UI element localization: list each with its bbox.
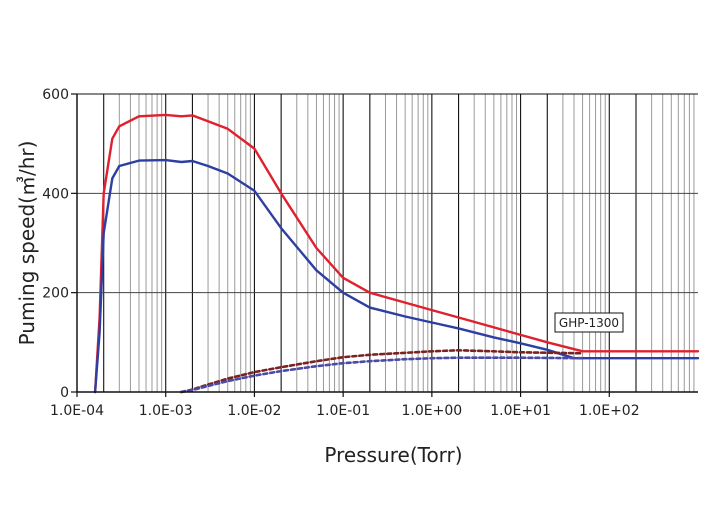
- y-tick-label: 600: [42, 87, 69, 103]
- x-tick-label: 1.0E-01: [316, 403, 370, 419]
- grid: [76, 93, 698, 393]
- axes: [71, 93, 698, 397]
- series-line-4: [180, 356, 584, 394]
- x-tick-label: 1.0E-03: [139, 403, 193, 419]
- series-line-3: [180, 348, 584, 394]
- series-group: [93, 113, 700, 394]
- labels: 0 200 400 600 1.0E-04 1.0E-03 1.0E-02 1.0E-01 1.…: [15, 87, 640, 467]
- x-tick-label: 1.0E-04: [50, 403, 104, 419]
- x-tick-label: 1.0E+00: [402, 403, 463, 419]
- plot-background: [77, 94, 698, 392]
- x-tick-label: 1.0E+02: [579, 403, 640, 419]
- y-tick-label: 0: [60, 385, 69, 401]
- y-tick-label: 200: [42, 286, 69, 302]
- annotation-label: GHP-1300: [559, 316, 619, 330]
- y-axis-title: Puming speed(㎥/hr): [15, 141, 39, 346]
- x-axis-title: Pressure(Torr): [324, 443, 462, 467]
- y-tick-label: 400: [42, 186, 69, 202]
- annotation-box: [554, 312, 624, 333]
- x-tick-label: 1.0E-02: [227, 403, 281, 419]
- x-tick-label: 1.0E+01: [490, 403, 551, 419]
- series-line-2: [93, 158, 700, 394]
- series-line-1: [93, 113, 700, 394]
